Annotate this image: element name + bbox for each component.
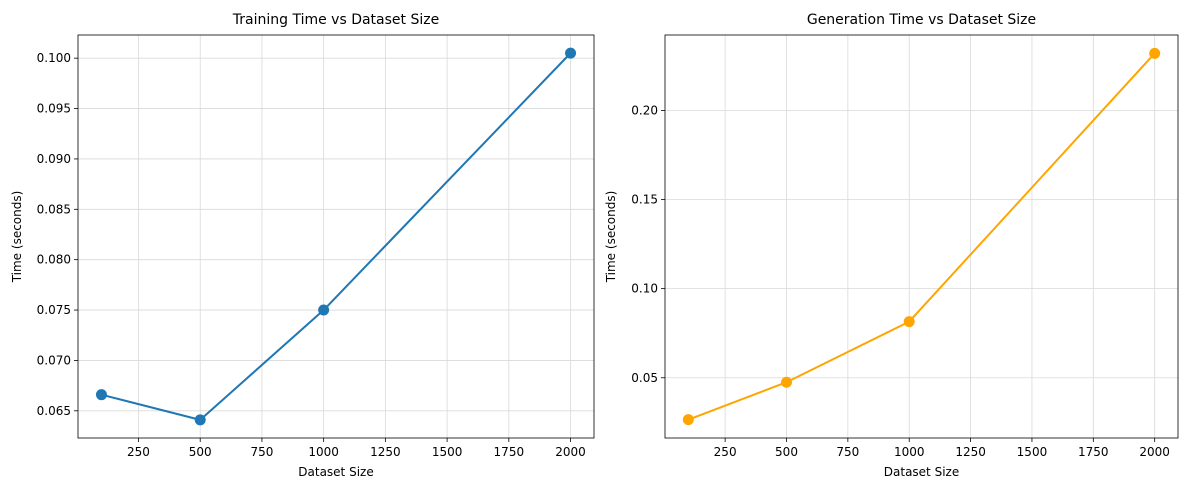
generation-data-point <box>903 316 915 328</box>
training-x-tick-label: 1500 <box>432 445 463 459</box>
generation-x-tick-label: 500 <box>775 445 798 459</box>
training-y-tick-label: 0.085 <box>37 202 71 216</box>
generation-x-axis-label: Dataset Size <box>884 465 959 479</box>
training-y-tick-label: 0.065 <box>37 404 71 418</box>
training-x-tick-label: 500 <box>189 445 212 459</box>
training-y-tick-label: 0.095 <box>37 102 71 116</box>
generation-data-point <box>1149 47 1161 59</box>
generation-y-axis-label: Time (seconds) <box>604 191 618 284</box>
generation-y-tick-label: 0.10 <box>631 282 658 296</box>
generation-data-point <box>781 376 792 388</box>
training-data-point <box>318 304 330 316</box>
training-x-tick-label: 250 <box>127 445 150 459</box>
generation-y-tick-label: 0.20 <box>631 103 658 117</box>
generation-chart-title: Generation Time vs Dataset Size <box>807 12 1036 28</box>
generation-x-tick-label: 1250 <box>955 445 986 459</box>
training-x-tick-label: 1750 <box>494 445 525 459</box>
generation-plot-frame <box>664 34 1179 439</box>
training-x-axis-label: Dataset Size <box>298 465 373 479</box>
generation-y-tick-label: 0.05 <box>631 371 658 385</box>
training-y-tick-label: 0.075 <box>37 303 71 317</box>
training-time-chart: 250 500 750 1000 1250 1500 1750 2000 0.065 0.070 0… <box>10 12 595 479</box>
training-y-tick-label: 0.100 <box>37 51 71 65</box>
generation-y-tick-label: 0.15 <box>631 193 658 207</box>
training-x-tick-label: 1250 <box>370 445 401 459</box>
generation-time-chart: 250 500 750 1000 1250 1500 1750 2000 0.05 0.10 0.1… <box>604 12 1179 479</box>
generation-x-tick-label: 2000 <box>1139 445 1170 459</box>
training-data-point <box>95 389 107 401</box>
training-y-tick-label: 0.090 <box>37 152 71 166</box>
generation-x-tick-label: 1000 <box>894 445 925 459</box>
training-data-point <box>565 47 577 59</box>
generation-x-tick-label: 250 <box>714 445 737 459</box>
training-series-line <box>100 52 572 421</box>
training-y-tick-label: 0.070 <box>37 353 71 367</box>
generation-data-point <box>682 414 694 426</box>
training-x-tick-label: 750 <box>250 445 273 459</box>
generation-x-tick-label: 1750 <box>1078 445 1109 459</box>
training-data-point <box>194 414 206 426</box>
training-x-tick-label: 1000 <box>308 445 339 459</box>
generation-x-tick-label: 750 <box>836 445 859 459</box>
generation-series-line <box>687 52 1156 421</box>
training-plot-frame <box>77 34 595 439</box>
generation-x-tick-label: 1500 <box>1017 445 1048 459</box>
training-x-tick-label: 2000 <box>555 445 586 459</box>
training-chart-title: Training Time vs Dataset Size <box>232 12 439 28</box>
training-y-axis-label: Time (seconds) <box>10 191 24 284</box>
training-y-tick-label: 0.080 <box>37 253 71 267</box>
